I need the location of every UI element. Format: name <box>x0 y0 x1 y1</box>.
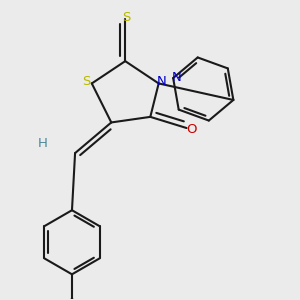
Text: N: N <box>156 75 166 88</box>
Text: H: H <box>38 137 48 150</box>
Text: S: S <box>123 11 131 24</box>
Text: N: N <box>172 70 182 84</box>
Text: O: O <box>186 123 196 136</box>
Text: S: S <box>82 75 90 88</box>
